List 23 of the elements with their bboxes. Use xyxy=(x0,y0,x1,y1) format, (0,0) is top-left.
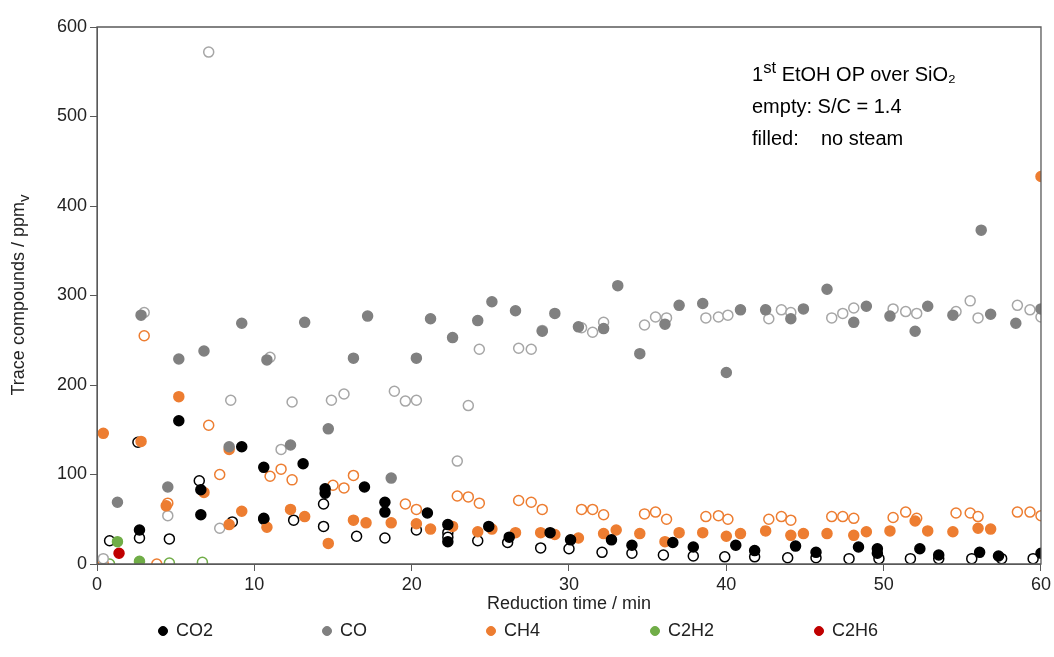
legend-label: C2H2 xyxy=(668,620,715,640)
legend-label: CH4 xyxy=(504,620,541,640)
annotation: filled: no steam xyxy=(752,126,904,149)
y-tick-label: 0 xyxy=(76,552,87,573)
x-tick-label: 10 xyxy=(244,573,265,594)
x-tick-label: 50 xyxy=(873,573,894,594)
x-tick-label: 60 xyxy=(1030,573,1051,594)
y-tick-label: 500 xyxy=(56,105,87,126)
y-tick-label: 100 xyxy=(56,463,87,484)
annotation: 1$^{st}$ EtOH OP over SiO₂ xyxy=(752,58,956,85)
legend-label: CO2 xyxy=(176,620,214,640)
y-tick-label: 300 xyxy=(56,284,87,305)
annotation: empty: S/C = 1.4 xyxy=(752,94,902,117)
x-tick-label: 20 xyxy=(401,573,422,594)
x-tick-label: 40 xyxy=(716,573,737,594)
x-tick-label: 30 xyxy=(558,573,580,594)
y-tick-label: 400 xyxy=(56,194,87,215)
x-axis-title: Reduction time / min xyxy=(486,593,652,614)
legend-label: C2H6 xyxy=(832,620,879,640)
x-tick-label: 0 xyxy=(91,573,103,594)
y-tick-label: 600 xyxy=(56,15,87,36)
y-tick-label: 200 xyxy=(56,373,87,394)
legend-label: CO xyxy=(340,620,367,640)
